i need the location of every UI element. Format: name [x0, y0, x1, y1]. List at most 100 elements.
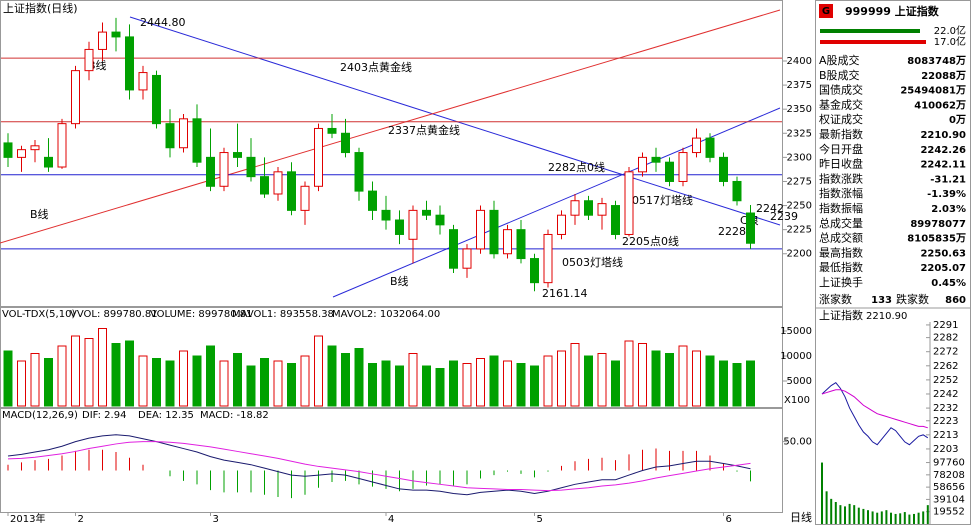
- reference-label: 2205点0线: [622, 234, 679, 248]
- row-label: 权证成交: [819, 112, 863, 126]
- candle-body: [233, 152, 242, 158]
- x-tick-label: 5: [537, 514, 543, 525]
- volume-bar: [746, 360, 755, 407]
- chart-title: 上证指数(日线): [3, 1, 78, 15]
- y-tick-label: 5000: [787, 376, 812, 387]
- row-value: 0万: [949, 114, 966, 126]
- x-tick-label: 3: [213, 514, 219, 525]
- volume-bar: [503, 360, 512, 407]
- candle-body: [273, 171, 283, 195]
- volume-bar: [84, 338, 94, 407]
- candle-body: [692, 137, 701, 154]
- row-label: 指数振幅: [819, 201, 863, 215]
- candle-body: [219, 152, 229, 187]
- y-tick-label: 2203: [933, 444, 958, 455]
- volume-bar: [71, 335, 80, 407]
- candle-body: [449, 229, 458, 269]
- indicator-readout: MACD(12,26,9): [2, 410, 78, 421]
- x-tick-label: 6: [726, 514, 732, 525]
- y-tick-label: 2400: [787, 56, 812, 67]
- y-tick-label: 2232: [933, 403, 958, 414]
- advance-label: 涨家数: [819, 292, 852, 306]
- candle-body: [489, 209, 499, 255]
- annotation: 0503灯塔线: [562, 255, 623, 269]
- row-value: 25494081万: [900, 85, 966, 97]
- volume-bar: [138, 355, 148, 407]
- row-value: 2205.07: [920, 263, 966, 274]
- row-label: 国债成交: [819, 83, 863, 97]
- annotation: B线: [30, 207, 49, 221]
- volume-pane: [0, 307, 783, 408]
- volume-bar: [3, 350, 13, 407]
- y-tick-label: 39104: [933, 494, 965, 505]
- volume-bar: [165, 360, 175, 407]
- row-label: 指数涨幅: [819, 186, 863, 200]
- row-label: B股成交: [819, 68, 860, 82]
- row-label: 指数涨跌: [819, 171, 863, 185]
- volume-bar: [354, 348, 364, 407]
- volume-bar: [665, 353, 674, 407]
- indicator-readout: MAVOL2: 1032064.00: [332, 309, 440, 320]
- ratio-bar: [820, 29, 920, 33]
- volume-bar: [624, 340, 634, 407]
- candle-body: [395, 219, 404, 235]
- y-tick-label: 2350: [787, 104, 812, 115]
- y-tick-label: 19552: [933, 507, 965, 518]
- volume-bar: [327, 345, 337, 407]
- price-pane: [0, 0, 783, 307]
- volume-bar: [435, 368, 445, 407]
- y-tick-label: 2300: [787, 152, 812, 163]
- candle-body: [192, 118, 202, 163]
- candle-body: [138, 72, 148, 91]
- indicator-readout: MACD: -18.82: [200, 410, 269, 421]
- annotation: 2444.80: [140, 16, 186, 29]
- candle-body: [570, 200, 580, 216]
- volume-bar: [192, 355, 202, 407]
- reference-label: 2403点黄金线: [340, 60, 412, 74]
- candle-body: [3, 142, 13, 158]
- volume-bar: [570, 343, 580, 407]
- volume-bar: [219, 360, 229, 407]
- volume-bar: [557, 350, 566, 407]
- row-value: 0.45%: [931, 278, 966, 289]
- candle-body: [732, 180, 742, 202]
- candle-body: [408, 209, 418, 240]
- candle-body: [165, 123, 175, 149]
- candle-body: [179, 118, 188, 149]
- mini-title: 上证指数: [819, 308, 863, 322]
- annotation: 2242: [756, 202, 784, 215]
- mini-line: [821, 382, 929, 446]
- volume-bar: [395, 365, 404, 407]
- y-tick-label: 2282: [933, 333, 958, 344]
- volume-bar: [422, 365, 431, 407]
- candle-body: [84, 48, 94, 72]
- volume-bar: [381, 360, 391, 407]
- indicator-readout: VOL-TDX(5,10): [2, 309, 75, 320]
- row-label: 最新指数: [819, 127, 863, 141]
- candle-body: [624, 171, 634, 235]
- x-tick-label: 2013年: [10, 512, 45, 525]
- volume-bar: [692, 350, 701, 407]
- macd-pane: [0, 408, 783, 513]
- volume-bar: [584, 355, 593, 407]
- candle-body: [530, 258, 539, 284]
- candle-body: [152, 74, 161, 125]
- row-label: 上证换手: [819, 275, 863, 289]
- y-tick-label: 2325: [787, 128, 812, 139]
- volume-bar: [179, 350, 188, 407]
- y-tick-label: 2252: [933, 375, 958, 386]
- volume-bar: [260, 358, 269, 407]
- volume-bar: [732, 363, 742, 407]
- y-tick-label: 58656: [933, 482, 965, 493]
- volume-bar: [44, 358, 53, 407]
- row-label: 今日开盘: [819, 142, 863, 156]
- indicator-readout: MAVOL1: 893558.38: [232, 309, 334, 320]
- decline-label: 跌家数: [896, 292, 929, 306]
- row-value: 2242.11: [920, 160, 966, 171]
- macd-line: [7, 441, 751, 492]
- volume-bar: [152, 358, 161, 407]
- trend-line: [0, 9, 781, 244]
- volume-bar: [341, 353, 350, 407]
- reference-label: 2337点黄金线: [388, 123, 460, 137]
- annotation: 0517灯塔线: [632, 193, 693, 207]
